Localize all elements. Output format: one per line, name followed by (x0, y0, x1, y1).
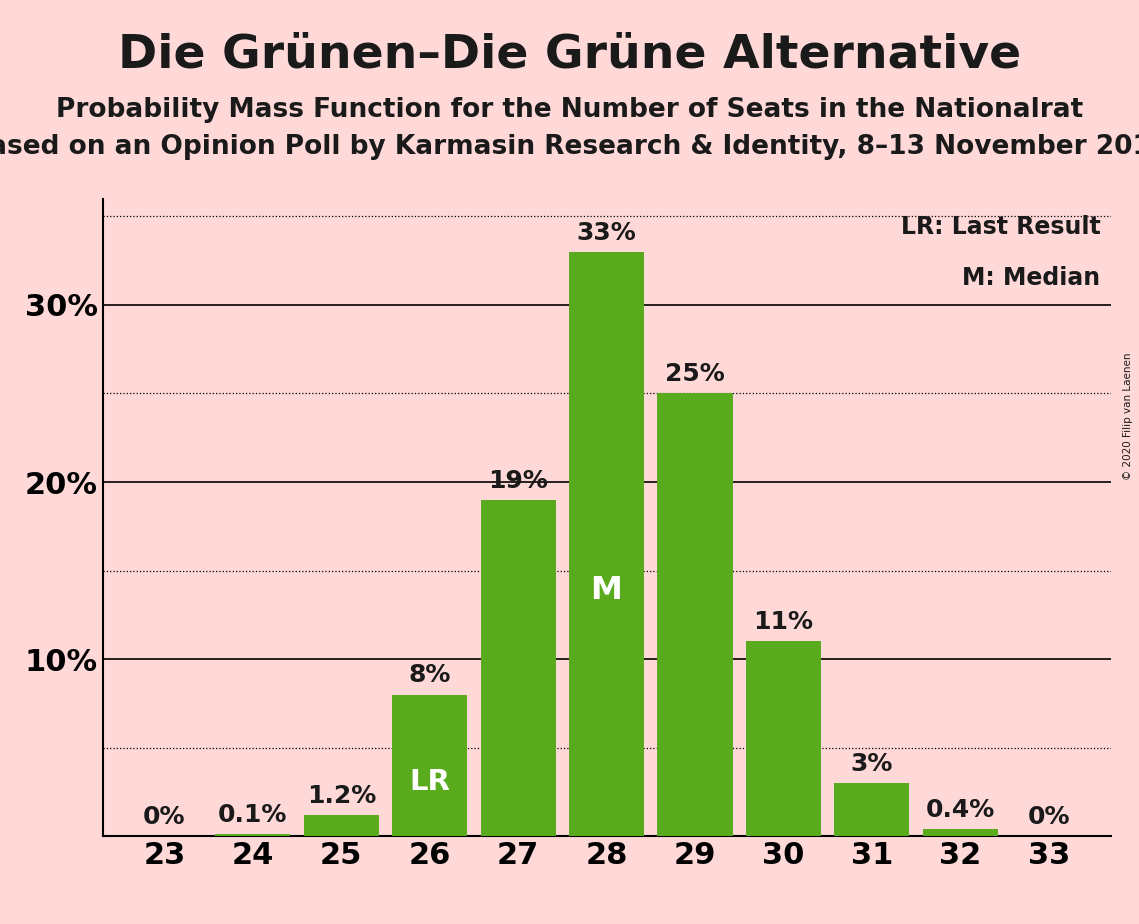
Bar (570, 251, 644, 836)
Bar (481, 500, 556, 836)
Text: 0%: 0% (144, 805, 186, 829)
Text: 8%: 8% (409, 663, 451, 687)
Text: 0%: 0% (1027, 805, 1070, 829)
Text: 25%: 25% (665, 362, 724, 386)
Bar (746, 641, 821, 836)
Text: 11%: 11% (753, 611, 813, 634)
Text: Die Grünen–Die Grüne Alternative: Die Grünen–Die Grüne Alternative (118, 32, 1021, 78)
Text: 33%: 33% (576, 221, 637, 245)
Bar (923, 829, 998, 836)
Text: LR: Last Result: LR: Last Result (901, 214, 1100, 238)
Text: © 2020 Filip van Laenen: © 2020 Filip van Laenen (1123, 352, 1133, 480)
Text: 0.4%: 0.4% (926, 798, 994, 822)
Bar (657, 394, 732, 836)
Bar (304, 815, 379, 836)
Text: Probability Mass Function for the Number of Seats in the Nationalrat: Probability Mass Function for the Number… (56, 97, 1083, 123)
Text: M: Median: M: Median (962, 265, 1100, 289)
Text: 19%: 19% (489, 468, 548, 492)
Bar (215, 834, 290, 836)
Text: M: M (591, 576, 622, 606)
Bar (834, 784, 909, 836)
Text: Based on an Opinion Poll by Karmasin Research & Identity, 8–13 November 2019: Based on an Opinion Poll by Karmasin Res… (0, 134, 1139, 160)
Text: LR: LR (409, 769, 450, 796)
Text: 3%: 3% (851, 752, 893, 776)
Bar (392, 695, 467, 836)
Text: 1.2%: 1.2% (306, 784, 376, 808)
Text: 0.1%: 0.1% (219, 803, 287, 827)
